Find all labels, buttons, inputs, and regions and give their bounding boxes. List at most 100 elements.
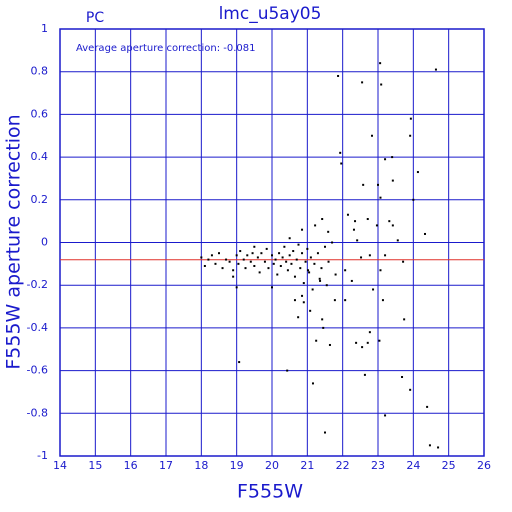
y-tick-label: -0.4 — [27, 321, 48, 334]
point — [304, 260, 307, 263]
point — [293, 299, 296, 302]
point — [328, 343, 331, 346]
point — [200, 256, 203, 259]
point — [271, 254, 273, 257]
point — [313, 262, 316, 265]
y-tick-label: 0.2 — [31, 193, 49, 206]
point — [360, 256, 363, 259]
x-tick-label: 26 — [477, 459, 491, 472]
point — [242, 258, 245, 261]
point — [301, 252, 304, 255]
point — [307, 269, 310, 272]
point — [214, 262, 217, 265]
point — [362, 183, 365, 186]
point — [319, 279, 322, 282]
point — [327, 260, 330, 263]
point — [301, 228, 304, 231]
point — [379, 269, 382, 272]
point — [318, 277, 321, 280]
point — [333, 299, 336, 302]
subtitle: PC — [86, 10, 104, 26]
point — [302, 301, 305, 304]
point — [334, 273, 337, 276]
point — [263, 260, 266, 263]
point — [221, 267, 224, 270]
point — [350, 279, 353, 282]
point — [295, 258, 298, 261]
point — [311, 382, 314, 385]
point — [379, 196, 382, 199]
point — [412, 198, 415, 201]
point — [344, 299, 347, 302]
y-tick-label: -0.6 — [27, 364, 48, 377]
point — [274, 258, 277, 261]
point — [297, 243, 300, 246]
point — [281, 256, 284, 259]
point — [327, 230, 330, 233]
point — [402, 260, 405, 263]
point — [232, 269, 235, 272]
point — [314, 224, 317, 227]
point — [337, 74, 340, 77]
y-tick-label: 0.4 — [31, 150, 49, 163]
point — [379, 62, 382, 65]
y-tick-label: -0.2 — [27, 278, 48, 291]
point — [381, 299, 384, 302]
point — [339, 151, 342, 154]
point — [361, 81, 364, 84]
point — [437, 446, 440, 449]
point — [302, 282, 305, 285]
point — [288, 237, 291, 240]
y-tick-label: 0.8 — [31, 65, 49, 78]
point — [306, 247, 309, 250]
point — [218, 252, 220, 255]
point — [276, 273, 279, 276]
point — [403, 318, 406, 321]
point — [283, 245, 286, 248]
point — [324, 245, 326, 248]
point — [368, 331, 371, 334]
point — [311, 288, 314, 291]
point — [416, 171, 419, 174]
point — [249, 260, 252, 263]
point — [377, 183, 379, 186]
point — [225, 258, 228, 261]
y-tick-label: 0 — [41, 236, 48, 249]
point — [308, 271, 311, 274]
point — [409, 134, 412, 137]
point — [388, 220, 391, 223]
point — [309, 309, 312, 312]
point — [391, 224, 394, 227]
point — [375, 224, 378, 227]
x-tick-label: 20 — [265, 459, 279, 472]
point — [340, 162, 343, 165]
point — [286, 369, 289, 372]
point — [290, 262, 293, 265]
point — [272, 262, 275, 265]
x-tick-label: 15 — [88, 459, 102, 472]
x-tick-label: 17 — [159, 459, 173, 472]
point — [203, 264, 206, 267]
point — [293, 275, 296, 278]
y-axis-label: F555W aperture correction — [3, 114, 25, 369]
point — [207, 258, 210, 261]
point — [239, 250, 242, 253]
point — [322, 326, 325, 329]
point — [401, 376, 404, 379]
point — [391, 156, 394, 159]
point — [316, 252, 319, 255]
point — [331, 241, 334, 244]
point — [260, 252, 263, 255]
point — [372, 288, 375, 291]
point — [320, 267, 323, 270]
point — [346, 213, 349, 216]
point — [325, 284, 328, 287]
x-tick-label: 22 — [336, 459, 350, 472]
point — [288, 254, 291, 257]
point — [258, 271, 261, 274]
point — [267, 267, 270, 270]
y-tick-label: 0.6 — [31, 107, 49, 120]
point — [321, 318, 324, 321]
x-tick-label: 14 — [53, 459, 67, 472]
